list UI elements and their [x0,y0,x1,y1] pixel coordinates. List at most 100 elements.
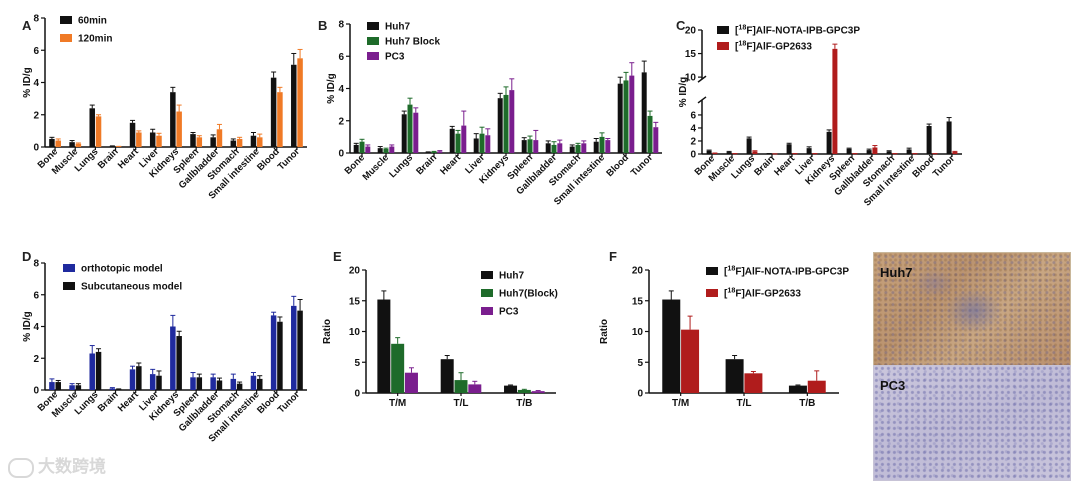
bar [746,138,752,154]
bar [832,48,838,154]
y-tick-label: 10 [349,327,361,338]
y-tick-label: 10 [632,327,644,338]
y-tick-label: 5 [637,358,643,369]
bar [95,116,102,147]
bar [517,389,531,393]
legend-label: 120min [78,34,112,45]
axis-break-mark [697,75,707,83]
bar [377,148,383,153]
y-tick-label: 8 [33,259,39,270]
x-tick-label: Tunor [931,153,958,180]
bar [681,329,700,393]
y-tick-label: 2 [33,354,39,365]
bar [170,92,176,147]
bar [257,137,263,147]
bar [210,137,216,147]
bar [706,150,712,154]
bar [75,385,82,390]
bar [136,132,142,147]
y-tick-label: 0 [33,386,39,397]
bar [866,150,872,154]
legend-label: [18F]AlF-NOTA-IPB-GPC3P [735,23,860,37]
bar [176,336,182,390]
ihc-label-pc3: PC3 [880,378,906,393]
bar [431,151,437,153]
bar [170,326,176,390]
bar [216,380,223,390]
y-tick-label: 20 [632,266,644,277]
watermark-text: 大数跨境 [38,457,106,476]
x-tick-label: T/L [737,398,752,409]
y-axis-label: Ratio [599,319,610,344]
y-tick-label: 0 [637,389,643,400]
bar [230,378,237,390]
legend-label: Huh7 Block [385,37,440,48]
y-axis-label: % ID/g [22,311,33,342]
bar [49,138,55,147]
bar [353,144,359,153]
y-tick-label: 5 [354,358,360,369]
bar [196,137,203,147]
panel-letter: B [318,18,327,33]
legend-label: 60min [78,16,107,27]
bar [413,112,419,153]
legend-label: [18F]AlF-GP2633 [735,39,812,53]
legend-label: Huh7 [499,271,524,282]
y-tick-label: 20 [349,266,361,277]
bar [461,125,467,153]
legend-swatch [367,22,379,30]
bar [115,389,122,390]
bar [629,75,635,153]
bar [653,127,659,153]
bar [407,104,413,153]
y-tick-label: 15 [685,49,697,60]
bar [196,377,203,390]
panel-letter: A [22,18,32,33]
bar [545,143,551,153]
panel-letter: C [676,18,686,33]
panel-letter: E [333,249,342,264]
y-tick-label: 2 [690,136,696,147]
bar [109,388,116,390]
x-tick-label: Blood [604,152,631,179]
bar [533,140,539,153]
bar [55,382,61,390]
bar [389,146,395,153]
x-tick-label: Brain [414,152,439,177]
bar [485,135,491,153]
x-tick-label: Brain [96,389,121,414]
bar [401,114,407,153]
bar [946,121,952,154]
bar [250,135,257,147]
bar [872,147,878,154]
x-tick-label: Heart [438,152,464,178]
x-tick-label: Heart [116,146,142,172]
bar [712,153,718,154]
bar [581,143,587,153]
bar [605,140,611,153]
bar [89,353,95,390]
legend-swatch [706,267,718,275]
y-axis-label: % ID/g [678,77,689,108]
bar [129,369,136,390]
bar [952,152,958,154]
bar [752,151,758,154]
bar [744,373,763,393]
bar [291,64,297,147]
x-tick-label: Heart [116,389,142,415]
bar [250,375,257,390]
legend-swatch [717,42,729,50]
legend-label: Huh7(Block) [499,289,558,300]
panel-letter: D [22,249,31,264]
legend-label: PC3 [385,52,405,63]
legend-swatch [481,271,493,279]
y-axis-label: % ID/g [326,73,337,104]
x-tick-label: Brain [96,146,121,171]
legend-swatch [367,37,379,45]
y-tick-label: 8 [338,20,344,31]
bar [149,374,156,390]
bar [136,366,142,390]
x-tick-label: T/B [799,398,815,409]
y-axis-label: Ratio [322,319,333,344]
